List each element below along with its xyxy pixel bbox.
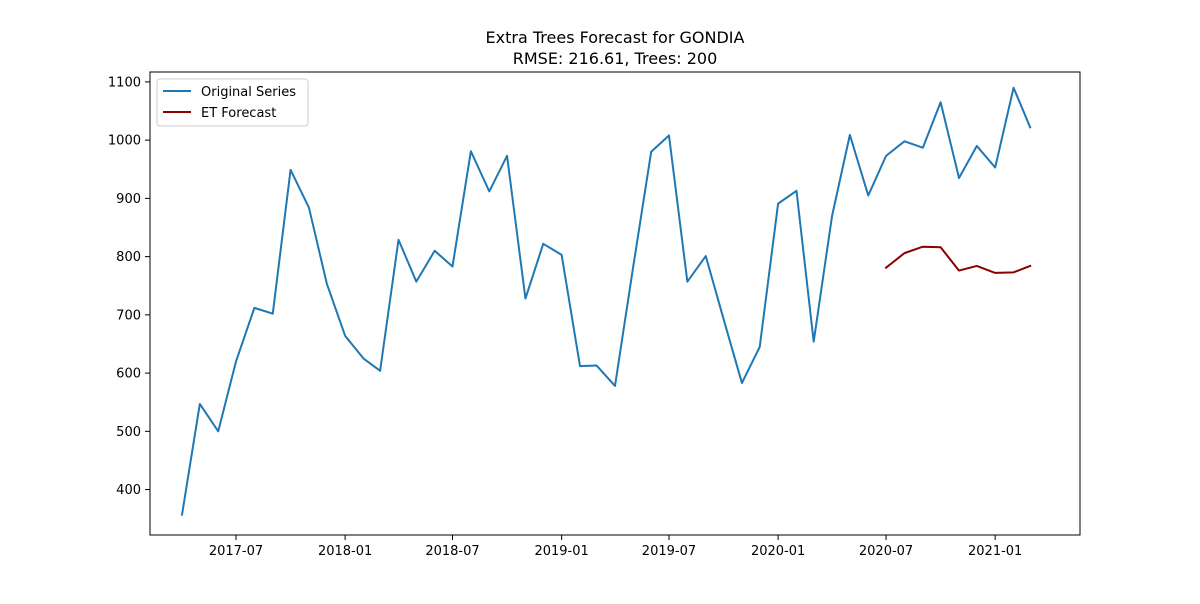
legend-label: ET Forecast	[201, 106, 276, 121]
y-tick-label: 900	[116, 192, 141, 207]
x-tick-label: 2021-01	[968, 544, 1022, 559]
x-tick-label: 2020-07	[859, 544, 913, 559]
x-tick-label: 2019-07	[642, 544, 696, 559]
chart-subtitle: RMSE: 216.61, Trees: 200	[513, 49, 718, 68]
y-tick-label: 400	[116, 483, 141, 498]
y-tick-label: 600	[116, 367, 141, 382]
legend-box	[156, 78, 309, 127]
y-tick-label: 500	[116, 425, 141, 440]
y-tick-label: 800	[116, 250, 141, 265]
axes-layer: 400 500 600 700 800 900 1000 1100 2017-07 2018-01…	[108, 71, 1081, 559]
x-tick-label: 2020-01	[751, 544, 805, 559]
series-layer	[180, 86, 1032, 516]
chart-title: Extra Trees Forecast for GONDIA	[486, 28, 745, 47]
y-tick-label: 700	[116, 308, 141, 323]
y-tick-label: 1100	[108, 75, 141, 90]
legend: Original Series ET Forecast	[156, 78, 309, 127]
x-tick-label: 2019-01	[534, 544, 588, 559]
plot-frame	[149, 71, 1081, 536]
legend-label: Original Series	[201, 85, 296, 100]
x-tick-label: 2017-07	[209, 544, 263, 559]
x-tick-label: 2018-01	[318, 544, 372, 559]
series-line-et-forecast	[884, 245, 1032, 274]
x-tick-label: 2018-07	[425, 544, 479, 559]
series-line-original-series	[180, 86, 1032, 516]
y-tick-label: 1000	[108, 134, 141, 149]
